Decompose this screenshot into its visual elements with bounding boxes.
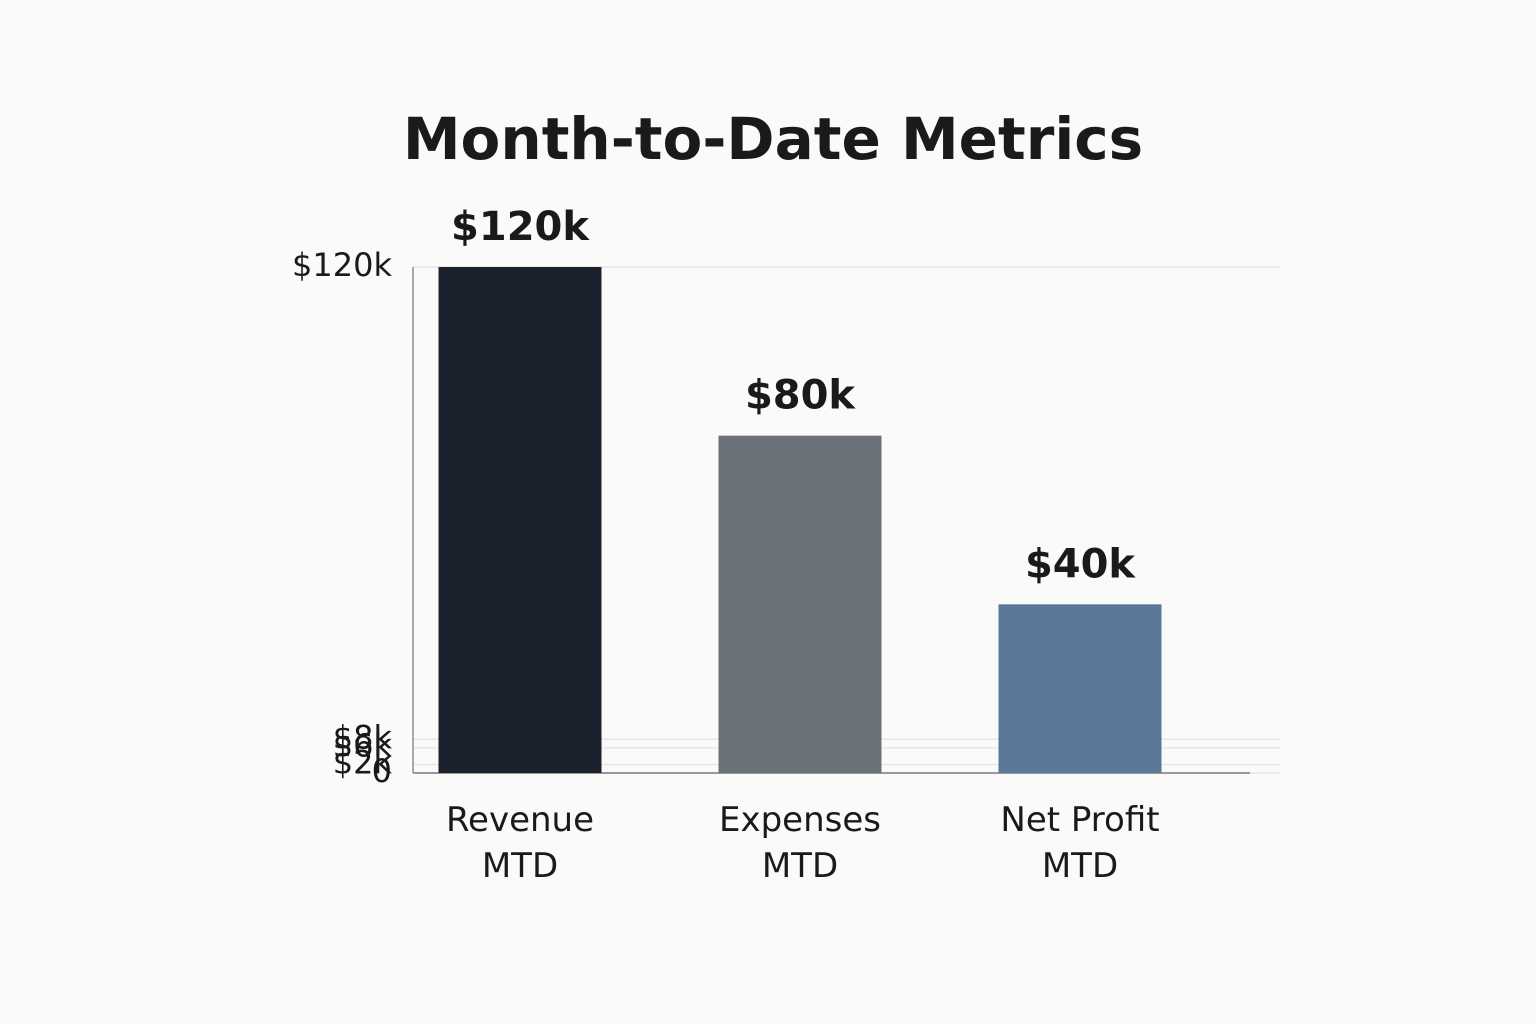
y-tick-label: $120k: [292, 246, 392, 284]
bar: [438, 267, 602, 773]
value-label: $40k: [1025, 541, 1136, 587]
x-tick-label: Expenses MTD: [719, 800, 881, 886]
bar: [718, 435, 882, 773]
x-tick-label: Net Profit MTD: [1000, 800, 1160, 886]
value-label: $120k: [451, 204, 590, 250]
x-tick-label: Revenue MTD: [445, 800, 595, 886]
bar: [998, 604, 1162, 773]
value-label: $80k: [745, 373, 856, 419]
y-tick-label: $2k: [333, 744, 393, 782]
chart-title: Month-to-Date Metrics: [403, 105, 1143, 173]
y-tick-label: $8k: [333, 718, 393, 756]
y-tick-label: $6k: [333, 727, 393, 765]
y-tick-label: 0: [372, 752, 392, 790]
